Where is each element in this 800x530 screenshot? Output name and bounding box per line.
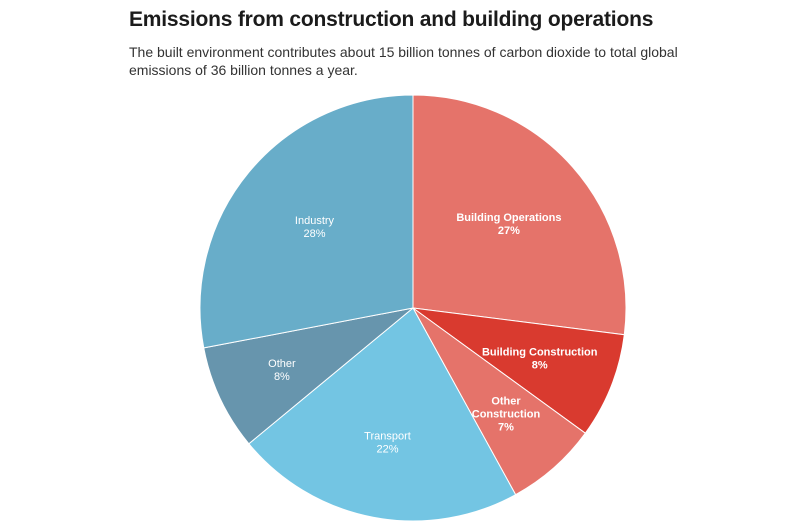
pie-slices — [199, 94, 627, 522]
pie-label-transport: Transport 22% — [364, 430, 411, 455]
pie-slice-transport — [248, 307, 517, 522]
pie-slice-industry — [199, 94, 414, 349]
chart-title: Emissions from construction and building… — [129, 8, 654, 31]
pie-labels: Building Operations 27% Building Construct… — [268, 212, 598, 455]
pie-label-building-construction: Building Construction 8% — [482, 347, 598, 372]
pie-label-other-construction: Other Construction 7% — [472, 396, 541, 434]
chart-subtitle: The built environment contributes about … — [129, 44, 678, 78]
pie-slice-building-operations — [412, 94, 627, 336]
pie-slice-building-construction — [412, 307, 625, 434]
pie-label-industry: Industry 28% — [295, 215, 335, 240]
pie-label-building-operations: Building Operations 27% — [456, 212, 561, 237]
pie-slice-other — [203, 307, 414, 445]
pie-label-other: Other 8% — [268, 358, 296, 383]
